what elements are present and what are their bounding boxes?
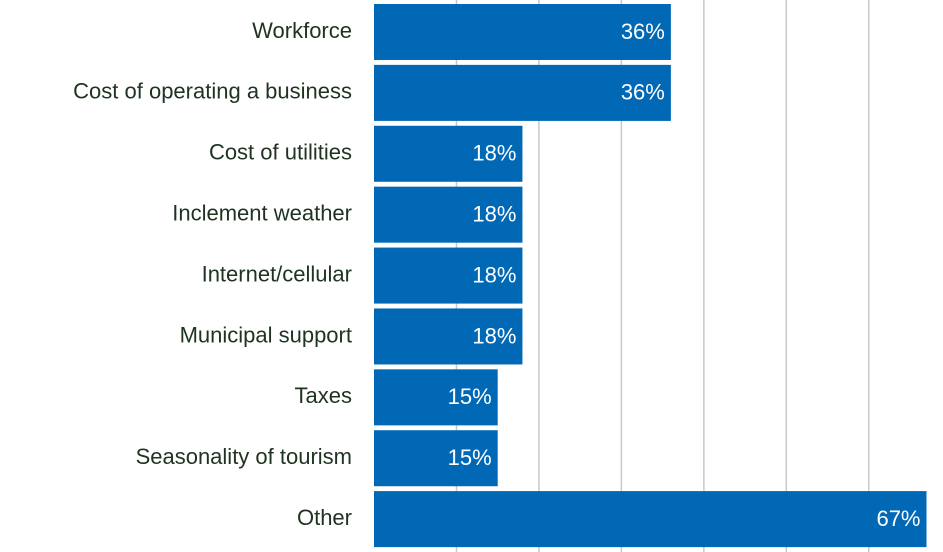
category-label: Cost of utilities bbox=[209, 140, 352, 165]
category-label: Internet/cellular bbox=[202, 261, 352, 286]
bar bbox=[374, 247, 523, 304]
category-label: Inclement weather bbox=[172, 200, 352, 225]
category-label: Seasonality of tourism bbox=[136, 444, 352, 469]
value-label: 36% bbox=[621, 19, 665, 44]
category-label: Workforce bbox=[252, 18, 352, 43]
bar bbox=[374, 64, 671, 121]
value-label: 36% bbox=[621, 80, 665, 105]
value-label: 18% bbox=[472, 262, 516, 287]
bar bbox=[374, 491, 927, 548]
bar bbox=[374, 4, 671, 61]
value-label: 67% bbox=[876, 506, 920, 531]
category-label: Cost of operating a business bbox=[73, 79, 352, 104]
bar bbox=[374, 186, 523, 243]
bar bbox=[374, 308, 523, 365]
category-label: Municipal support bbox=[180, 322, 352, 347]
value-label: 18% bbox=[472, 201, 516, 226]
value-label: 15% bbox=[448, 445, 492, 470]
value-label: 18% bbox=[472, 323, 516, 348]
category-label: Other bbox=[297, 505, 352, 530]
category-label: Taxes bbox=[295, 383, 352, 408]
value-label: 15% bbox=[448, 384, 492, 409]
bar bbox=[374, 430, 498, 487]
bar bbox=[374, 369, 498, 426]
value-label: 18% bbox=[472, 141, 516, 166]
bar bbox=[374, 125, 523, 182]
